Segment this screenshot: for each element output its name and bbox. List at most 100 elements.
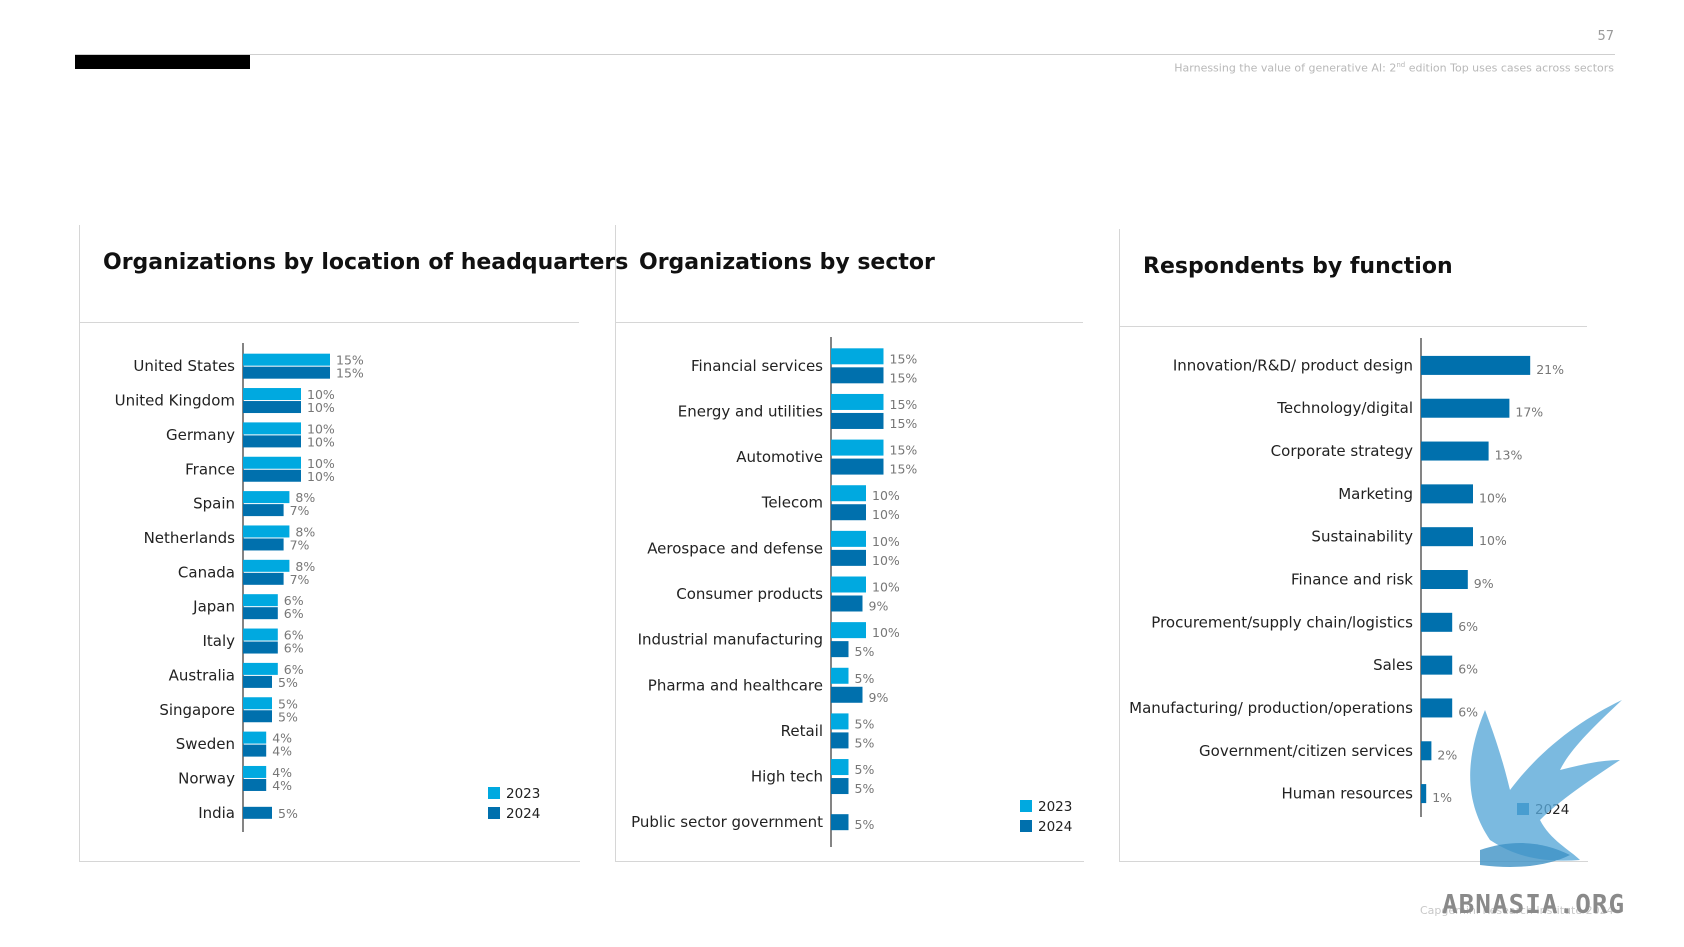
data-label: 10% <box>872 625 900 640</box>
bar-2023 <box>831 667 849 684</box>
category-label: Japan <box>192 598 235 616</box>
data-label: 10% <box>872 507 900 522</box>
data-label: 4% <box>272 765 292 780</box>
category-label: Consumer products <box>676 585 823 603</box>
data-label: 17% <box>1515 405 1543 420</box>
legend-label: 2024 <box>1038 819 1072 835</box>
watermark-text: ABNASIA.ORG <box>1442 890 1626 920</box>
category-label: Singapore <box>159 701 235 719</box>
category-label: United States <box>133 357 235 375</box>
bar-2024 <box>243 641 278 654</box>
bar-2023 <box>243 765 267 778</box>
legend-label: 2024 <box>506 806 540 822</box>
data-label: 10% <box>307 469 335 484</box>
panel-separator <box>1119 326 1587 327</box>
data-label: 6% <box>284 593 304 608</box>
header-rule <box>75 54 1615 55</box>
data-label: 15% <box>336 366 364 381</box>
data-label: 8% <box>295 490 315 505</box>
bar-2023 <box>243 559 290 572</box>
bar-2024 <box>243 572 284 585</box>
data-label: 15% <box>890 443 918 458</box>
bar-2024 <box>243 504 284 517</box>
bar-2024 <box>831 732 849 749</box>
data-label: 10% <box>1479 490 1507 505</box>
data-label: 9% <box>869 599 889 614</box>
bar-2023 <box>831 439 884 456</box>
category-label: Aerospace and defense <box>647 539 823 557</box>
bar-2024 <box>831 549 866 566</box>
bar-2023 <box>243 388 301 401</box>
bar-2024 <box>1421 527 1473 547</box>
data-label: 5% <box>278 806 298 821</box>
bar-2024 <box>1421 655 1453 675</box>
data-label: 10% <box>872 534 900 549</box>
category-label: Manufacturing/ production/operations <box>1129 699 1413 717</box>
category-label: India <box>198 804 235 822</box>
data-label: 10% <box>307 387 335 402</box>
category-label: Procurement/supply chain/logistics <box>1151 613 1413 631</box>
legend-swatch-2024 <box>1020 820 1032 832</box>
category-label: Retail <box>781 722 823 740</box>
legend-swatch-2023 <box>1020 800 1032 812</box>
data-label: 6% <box>284 662 304 677</box>
panel-separator <box>615 322 1083 323</box>
data-label: 10% <box>307 456 335 471</box>
data-label: 10% <box>872 553 900 568</box>
bar-2023 <box>831 713 849 730</box>
bar-2023 <box>831 485 866 502</box>
bar-2024 <box>1421 355 1531 375</box>
category-label: High tech <box>751 768 823 786</box>
category-label: Germany <box>166 426 235 444</box>
bar-2024 <box>1421 741 1432 761</box>
data-label: 6% <box>284 606 304 621</box>
data-label: 5% <box>855 735 875 750</box>
bar-2024 <box>243 435 301 448</box>
category-label: Public sector government <box>631 813 823 831</box>
data-label: 21% <box>1536 362 1564 377</box>
data-label: 5% <box>855 781 875 796</box>
category-label: France <box>185 460 235 478</box>
data-label: 8% <box>295 559 315 574</box>
bar-2023 <box>831 348 884 365</box>
category-label: Energy and utilities <box>678 402 823 420</box>
category-label: Automotive <box>736 448 823 466</box>
legend-swatch-2024 <box>488 807 500 819</box>
data-label: 4% <box>272 778 292 793</box>
category-label: Australia <box>169 666 235 684</box>
data-label: 5% <box>278 709 298 724</box>
chart-title-sector: Organizations by sector <box>639 250 935 275</box>
data-label: 8% <box>295 524 315 539</box>
bar-2024 <box>1421 484 1473 504</box>
bar-2023 <box>243 353 330 366</box>
category-label: Canada <box>178 563 235 581</box>
bar-2024 <box>243 469 301 482</box>
bar-2024 <box>831 814 849 831</box>
data-label: 7% <box>290 572 310 587</box>
category-label: Telecom <box>761 494 823 512</box>
category-label: Technology/digital <box>1276 399 1413 417</box>
panel-function <box>1119 229 1588 862</box>
data-label: 15% <box>336 353 364 368</box>
bar-2023 <box>831 393 884 410</box>
bar-2023 <box>243 731 267 744</box>
bar-2023 <box>831 759 849 776</box>
bar-2024 <box>1421 612 1453 632</box>
data-label: 6% <box>1458 662 1478 677</box>
bar-2023 <box>243 525 290 538</box>
bar-2024 <box>831 778 849 795</box>
data-label: 5% <box>855 716 875 731</box>
data-label: 9% <box>1474 576 1494 591</box>
bar-2024 <box>243 710 272 723</box>
legend-label: 2023 <box>506 786 540 802</box>
bar-2023 <box>243 628 278 641</box>
data-label: 7% <box>290 537 310 552</box>
data-label: 1% <box>1432 790 1452 805</box>
category-label: Pharma and healthcare <box>648 676 823 694</box>
legend-label: 2023 <box>1038 799 1072 815</box>
data-label: 15% <box>890 351 918 366</box>
data-label: 15% <box>890 416 918 431</box>
bar-2024 <box>831 458 884 475</box>
data-label: 6% <box>284 641 304 656</box>
